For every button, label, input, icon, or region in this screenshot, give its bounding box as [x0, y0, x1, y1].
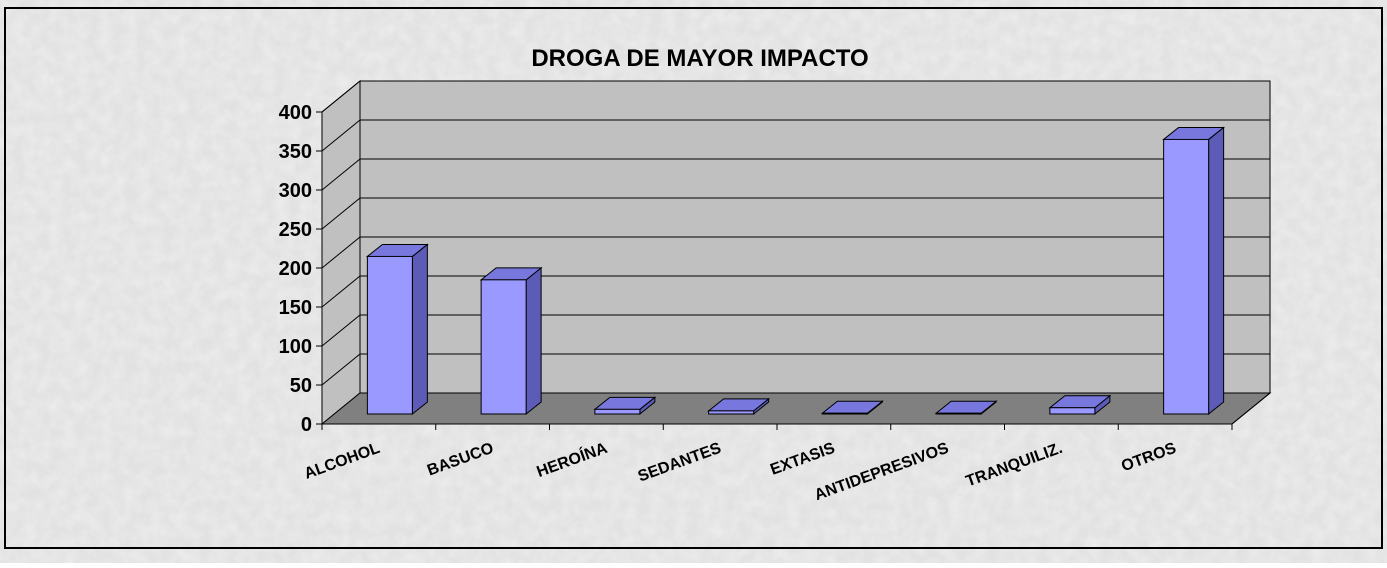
bar [480, 279, 527, 415]
bar [594, 408, 641, 415]
chart-title: DROGA DE MAYOR IMPACTO [531, 45, 868, 72]
frame [4, 7, 1383, 549]
y-tick-label: 0 [301, 414, 312, 436]
bar [935, 412, 982, 415]
grid-line [321, 119, 1270, 152]
y-tick-label: 400 [279, 102, 312, 124]
y-tick-label: 50 [290, 375, 312, 397]
y-tick-label: 250 [279, 219, 312, 241]
floor [320, 392, 1272, 425]
y-tick-label: 200 [279, 258, 312, 280]
bar [708, 410, 755, 415]
grid-line [321, 80, 1270, 113]
floor-edge [1231, 392, 1271, 425]
bar-side [525, 266, 542, 416]
bar [1163, 138, 1210, 415]
grid-line [321, 275, 1270, 308]
grid-line [321, 197, 1270, 230]
grid-line [321, 236, 1270, 269]
bar-side [1208, 126, 1225, 416]
y-tick-label: 100 [279, 336, 312, 358]
bar [1049, 407, 1096, 415]
grid-line [321, 158, 1270, 191]
y-tick-label: 350 [279, 141, 312, 163]
y-tick-label: 300 [279, 180, 312, 202]
grid-line [321, 353, 1270, 386]
bar [821, 412, 868, 415]
bar-side [411, 243, 428, 416]
bar [366, 255, 413, 415]
grid-line [321, 314, 1270, 347]
y-tick-label: 150 [279, 297, 312, 319]
